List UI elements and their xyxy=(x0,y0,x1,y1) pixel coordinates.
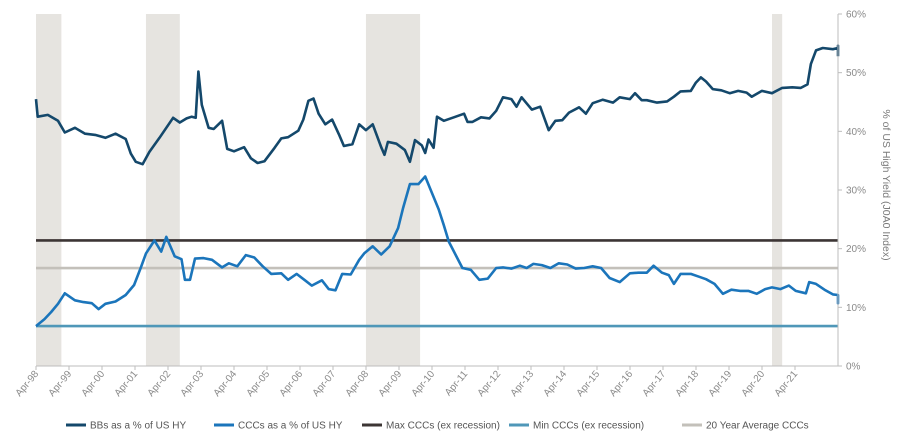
y-tick-label: 50% xyxy=(846,68,866,79)
x-tick-label: Apr-19 xyxy=(707,369,735,399)
reference-lines-group xyxy=(36,239,838,328)
y-tick-label: 30% xyxy=(846,186,866,197)
legend-item: 20 Year Average CCCs xyxy=(682,421,809,432)
recession-shading-group xyxy=(36,14,783,366)
series-line-bbs-as-a-of-us-hy xyxy=(34,44,840,166)
legend-label: BBs as a % of US HY xyxy=(90,421,186,432)
x-tick-label: Apr-10 xyxy=(410,369,438,399)
x-tick-label: Apr-05 xyxy=(245,369,273,399)
y-tick-label: 20% xyxy=(846,244,866,255)
y-tick-labels: 0% 10% 20% 30% 40% 50% 60% xyxy=(838,10,866,373)
y-tick-label: 10% xyxy=(846,303,866,314)
x-tick-label: Apr-99 xyxy=(47,369,75,399)
legend-label: Min CCCs (ex recession) xyxy=(533,421,644,432)
x-tick-label: Apr-98 xyxy=(14,369,42,399)
legend-item: BBs as a % of US HY xyxy=(66,421,186,432)
y-tick-label: 0% xyxy=(846,362,861,373)
x-tick-label: Apr-08 xyxy=(344,369,372,399)
legend-item: Max CCCs (ex recession) xyxy=(362,421,500,432)
x-tick-label: Apr-01 xyxy=(113,369,141,399)
x-tick-label: Apr-04 xyxy=(212,369,240,399)
recession-band-2 xyxy=(145,14,180,366)
y-tick-label: 40% xyxy=(846,127,866,138)
series-line-cccs-as-a-of-us-hy xyxy=(35,175,840,328)
x-tick-label: Apr-11 xyxy=(443,369,471,399)
y-tick-label: 60% xyxy=(846,10,866,21)
x-tick-label: Apr-17 xyxy=(641,369,669,399)
x-tick-label: Apr-06 xyxy=(278,369,306,399)
legend-item: Min CCCs (ex recession) xyxy=(509,421,644,432)
x-tick-label: Apr-03 xyxy=(179,369,207,399)
x-tick-label: Apr-13 xyxy=(509,369,537,399)
recession-band-1 xyxy=(36,14,62,366)
legend-label: CCCs as a % of US HY xyxy=(238,421,343,432)
x-tick-label: Apr-00 xyxy=(80,369,108,399)
x-tick-label: Apr-21 xyxy=(773,369,801,399)
series-lines-group xyxy=(34,44,840,328)
x-tick-label: Apr-16 xyxy=(608,369,636,399)
recession-band-3 xyxy=(365,14,421,366)
legend-label: 20 Year Average CCCs xyxy=(706,421,809,432)
legend-label: Max CCCs (ex recession) xyxy=(386,421,500,432)
x-tick-label: Apr-14 xyxy=(542,369,570,399)
x-tick-label: Apr-07 xyxy=(311,369,339,399)
x-tick-label: Apr-12 xyxy=(476,369,504,399)
x-tick-label: Apr-18 xyxy=(674,369,702,399)
y-axis-title: % of US High Yield (J0A0 Index) xyxy=(880,109,892,260)
x-tick-label: Apr-15 xyxy=(575,369,603,399)
x-tick-labels: Apr-98 Apr-99 Apr-00 Apr-01 Apr-02 Apr-03 Apr-… xyxy=(14,366,801,399)
recession-band-4 xyxy=(772,14,783,366)
x-tick-label: Apr-02 xyxy=(146,369,174,399)
legend: BBs as a % of US HY CCCs as a % of US HY M… xyxy=(66,421,809,432)
x-tick-label: Apr-09 xyxy=(377,369,405,399)
x-tick-label: Apr-20 xyxy=(740,369,768,399)
legend-item: CCCs as a % of US HY xyxy=(214,421,343,432)
